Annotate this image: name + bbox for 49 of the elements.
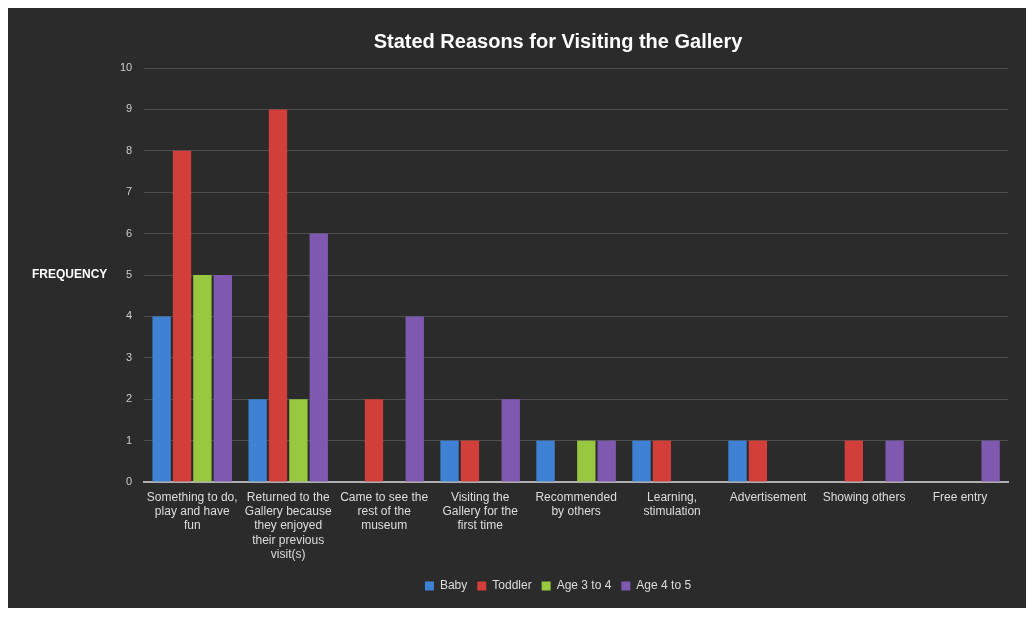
bar (460, 440, 480, 482)
x-tick-label: Something to do, play and have fun (146, 489, 238, 533)
bar (152, 316, 171, 482)
bar (172, 150, 192, 482)
x-tick-label: Learning, stimulation (643, 489, 701, 518)
x-tick-label: Free entry (932, 489, 988, 504)
y-tick-label: 8 (126, 143, 133, 156)
bar (309, 233, 328, 482)
y-tick-label: 0 (126, 475, 133, 488)
legend-label: Baby (439, 578, 468, 593)
bar (364, 399, 384, 482)
bar (440, 440, 459, 482)
y-tick-label: 6 (126, 226, 133, 239)
bar (289, 399, 308, 482)
y-tick-label: 10 (119, 61, 133, 74)
y-tick-label: 9 (126, 102, 133, 115)
bar (577, 440, 596, 482)
bar (652, 440, 672, 482)
bar (844, 440, 864, 482)
x-tick-label: Showing others (822, 489, 906, 504)
y-tick-label: 1 (126, 433, 133, 446)
y-tick-label: 2 (126, 392, 133, 405)
chart-title: Stated Reasons for Visiting the Gallery (373, 29, 744, 52)
y-tick-label: 4 (126, 309, 133, 322)
bar (405, 316, 424, 482)
x-tick-label: Recommended by others (535, 489, 617, 518)
legend-label: Age 3 to 4 (556, 578, 612, 593)
bar (748, 440, 768, 482)
y-tick-label: 5 (126, 268, 133, 281)
y-tick-label: 7 (126, 185, 133, 198)
y-axis-title: FREQUENCY (32, 267, 108, 282)
bar (248, 399, 267, 482)
bar (536, 440, 555, 482)
x-tick-label: Visiting the Gallery for the first time (442, 489, 519, 533)
bar (501, 399, 520, 482)
bar (885, 440, 904, 482)
bar (193, 275, 212, 482)
bar (981, 440, 1000, 482)
x-tick-label: Returned to the Gallery because they enjoyed their previous visit(s) (244, 489, 332, 562)
bar (728, 440, 747, 482)
bar (632, 440, 651, 482)
y-tick-label: 3 (126, 350, 133, 363)
x-tick-label: Advertisement (729, 489, 808, 504)
legend-label: Age 4 to 5 (636, 578, 692, 593)
bar (213, 275, 232, 482)
bar (268, 109, 288, 482)
legend-label: Toddler (492, 578, 532, 593)
x-tick-label: Came to see the rest of the museum (340, 489, 429, 533)
bar (597, 440, 616, 482)
